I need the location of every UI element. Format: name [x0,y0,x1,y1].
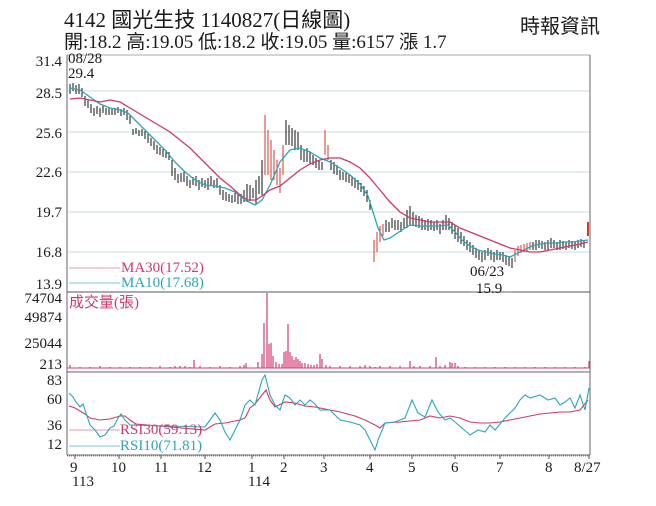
volume-tick-3: 213 [39,357,63,373]
volume-tick-0: 74704 [24,291,63,307]
x-tick-8: 8 [545,460,553,476]
low-annotation-value: 15.9 [476,281,503,297]
x-tick-7: 7 [496,460,504,476]
ma30-legend: MA30(17.52) [121,260,204,276]
year-label-114: 114 [248,474,270,490]
source-label: 時報資訊 [520,16,600,38]
price-tick-5: 16.8 [35,245,62,261]
year-label-113: 113 [72,474,94,490]
ma10-legend: MA10(17.68) [121,275,204,291]
candlesticks [69,83,589,268]
volume-title: 成交量(張) [69,295,139,311]
rsi10-legend: RSI10(71.81) [120,438,203,454]
x-tick-10: 10 [111,460,126,476]
price-tick-6: 13.9 [35,277,62,293]
rsi30-legend: RSI30(59.13) [120,422,203,438]
rsi-tick-2: 36 [47,418,62,434]
x-tick-4: 4 [366,460,374,476]
volume-tick-2: 25044 [24,336,63,352]
price-tick-2: 25.6 [35,126,62,142]
volume-bars [69,293,590,368]
ohlc-summary: 開:18.2 高:19.05 低:18.2 收:19.05 量:6157 漲 1… [64,32,447,53]
x-tick-9: 9 [70,460,78,476]
x-tick-11: 11 [154,460,169,476]
high-annotation-value: 29.4 [68,66,95,82]
x-tick-2: 2 [280,460,288,476]
high-annotation-date: 08/28 [68,51,103,67]
x-tick-5: 5 [408,460,416,476]
ma30-line [69,97,589,253]
ma10-line [69,87,589,258]
volume-tick-1: 49874 [24,310,63,326]
rsi-tick-0: 83 [47,373,62,389]
panel-frames [66,54,591,456]
x-tick-1: 1 [248,460,256,476]
price-tick-0: 31.4 [35,54,62,70]
chart-title: 4142 國光生技 1140827(日線圖) [64,8,351,32]
rsi-tick-3: 12 [47,437,62,453]
x-tick-8-27: 8/27 [574,460,601,476]
x-tick-12: 12 [197,460,212,476]
price-tick-1: 28.5 [35,86,62,102]
rsi10-line [68,373,590,452]
price-grid [67,90,590,253]
price-tick-4: 19.7 [35,205,62,221]
low-annotation-date: 06/23 [470,264,505,280]
rsi-tick-1: 60 [47,392,62,408]
x-tick-6: 6 [451,460,459,476]
price-tick-3: 22.6 [35,165,62,181]
x-tick-3: 3 [320,460,328,476]
